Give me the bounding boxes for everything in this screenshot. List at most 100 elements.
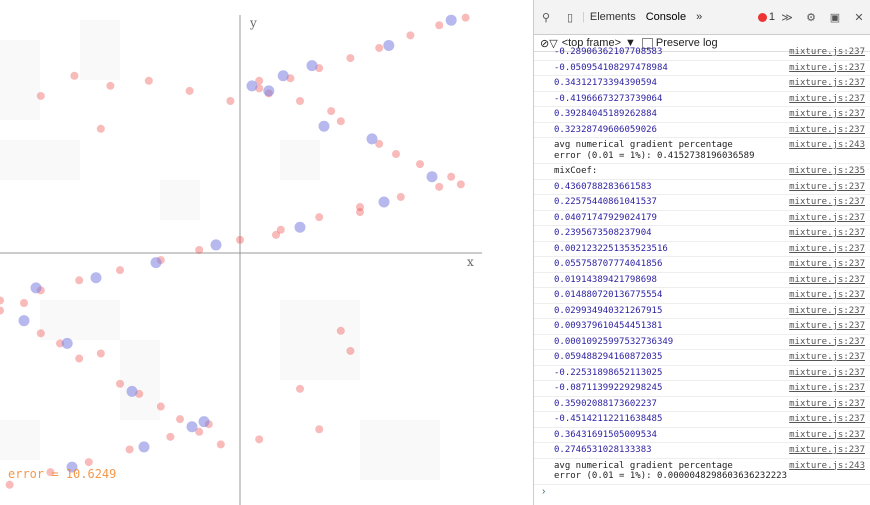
log-message: -0.22531898652113025 [554, 367, 663, 378]
context-select[interactable]: <top frame> [561, 37, 622, 49]
point [296, 384, 304, 393]
log-entry: 0.029934940321267915 mixture.js:237 [534, 304, 870, 319]
source-link[interactable]: mixture.js:237 [789, 321, 865, 331]
point [125, 445, 134, 454]
source-link[interactable]: mixture.js:237 [789, 212, 865, 223]
console-prompt[interactable]: › [542, 485, 546, 497]
source-link[interactable]: mixture.js:237 [789, 47, 865, 57]
log-entry: 0.2395673508237904 mixture.js:237 [534, 226, 870, 242]
log-entry: avg numerical gradient percentage error … [534, 138, 870, 164]
console-log: -0.28906362107708583 mixture.js:237 -0.050… [534, 45, 870, 485]
point [5, 480, 14, 489]
preserve-log-label[interactable]: Preserve log [655, 37, 718, 49]
plot: y x error = 10.6249 [0, 13, 482, 505]
point [46, 468, 55, 477]
point [255, 435, 264, 444]
point [56, 339, 64, 348]
log-entry: 0.4360788283661583 mixture.js:237 [534, 180, 870, 195]
close-icon[interactable]: ✕ [854, 11, 864, 24]
source-link[interactable]: mixture.js:237 [789, 367, 865, 378]
source-link[interactable]: mixture.js:237 [789, 228, 865, 238]
source-link[interactable]: mixture.js:237 [789, 352, 865, 362]
log-message: 0.04071747929024179 [554, 212, 657, 223]
log-message: 0.01914389421798698 [554, 274, 657, 285]
point [346, 346, 355, 355]
source-link[interactable]: mixture.js:237 [789, 181, 865, 192]
settings-icon[interactable]: ⚙ [806, 11, 816, 24]
point [186, 421, 198, 433]
point [198, 416, 210, 428]
point [375, 43, 384, 52]
log-entry: 0.00010925997532736349 mixture.js:237 [534, 335, 870, 350]
source-link[interactable]: mixture.js:237 [789, 124, 865, 135]
device-icon[interactable]: ▯ [566, 11, 574, 24]
point [461, 13, 470, 22]
dropdown-arrow: ▼ [625, 37, 636, 49]
log-message: 0.00010925997532736349 [554, 336, 674, 347]
tab[interactable]: Elements [589, 11, 636, 23]
source-link[interactable]: mixture.js:237 [789, 305, 865, 316]
filter-icon[interactable]: ▽ [549, 37, 558, 50]
point [36, 329, 45, 338]
source-link[interactable]: mixture.js:237 [789, 290, 865, 300]
source-link[interactable]: mixture.js:237 [789, 62, 865, 73]
log-entry: 0.055758707774041856 mixture.js:237 [534, 257, 870, 273]
dock-icon[interactable]: ▣ [829, 11, 841, 24]
devtools: ⚲ ▯ | Elements Console » 1 ≫ ⚙ ▣ ✕ ⊘ ▽ <… [533, 0, 870, 505]
point [318, 120, 330, 132]
drawer-icon[interactable]: ≫ [781, 11, 793, 24]
source-link[interactable]: mixture.js:237 [789, 414, 865, 424]
source-link[interactable]: mixture.js:237 [789, 243, 865, 254]
tab[interactable]: Console [645, 11, 687, 23]
log-entry: 0.35902088173602237 mixture.js:237 [534, 397, 870, 412]
source-link[interactable]: mixture.js:243 [789, 460, 865, 471]
point [336, 326, 345, 335]
point [176, 415, 184, 424]
point [255, 76, 264, 85]
source-link[interactable]: mixture.js:237 [789, 109, 865, 119]
source-link[interactable]: mixture.js:237 [789, 336, 865, 347]
x-axis-label: x [467, 255, 474, 269]
point [96, 349, 105, 358]
log-message: 0.32328749606059026 [554, 124, 657, 135]
point [277, 70, 289, 82]
log-message: -0.41966673273739064 [554, 93, 663, 104]
source-link[interactable]: mixture.js:237 [789, 197, 865, 207]
source-link[interactable]: mixture.js:237 [789, 259, 865, 269]
point [375, 139, 384, 148]
point [144, 76, 153, 85]
point [392, 150, 400, 159]
log-message: mixCoef: [554, 166, 598, 176]
source-link[interactable]: mixture.js:237 [789, 429, 865, 440]
point [150, 257, 162, 269]
source-link[interactable]: mixture.js:237 [789, 383, 865, 393]
source-link[interactable]: mixture.js:243 [789, 140, 865, 150]
source-link[interactable]: mixture.js:237 [789, 78, 865, 88]
clear-icon[interactable]: ⊘ [540, 37, 550, 50]
point [66, 461, 78, 473]
log-message: 0.2746531028133383 [554, 445, 652, 455]
point [61, 337, 73, 349]
log-message: -0.050954108297478984 [554, 62, 668, 73]
point [0, 296, 4, 305]
log-entry: 0.059488294160872035 mixture.js:237 [534, 350, 870, 366]
point [356, 208, 364, 217]
point [236, 235, 244, 244]
point [366, 133, 378, 145]
log-message: 0.2395673508237904 [554, 228, 652, 238]
log-message: 0.029934940321267915 [554, 305, 663, 316]
source-link[interactable]: mixture.js:237 [789, 445, 865, 455]
point [315, 213, 324, 222]
search-icon[interactable]: ⚲ [541, 11, 551, 24]
log-entry: 0.009379610454451381 mixture.js:237 [534, 319, 870, 335]
checkbox[interactable] [641, 37, 653, 49]
error-count: 1 [768, 11, 775, 23]
source-link[interactable]: mixture.js:235 [789, 166, 865, 176]
error-counter[interactable]: 1 [757, 11, 775, 23]
tab[interactable]: » [696, 11, 703, 23]
source-link[interactable]: mixture.js:237 [789, 274, 865, 285]
source-link[interactable]: mixture.js:237 [789, 398, 865, 409]
log-entry: -0.08711399229298245 mixture.js:237 [534, 381, 870, 397]
point [84, 458, 93, 467]
source-link[interactable]: mixture.js:237 [789, 93, 865, 104]
